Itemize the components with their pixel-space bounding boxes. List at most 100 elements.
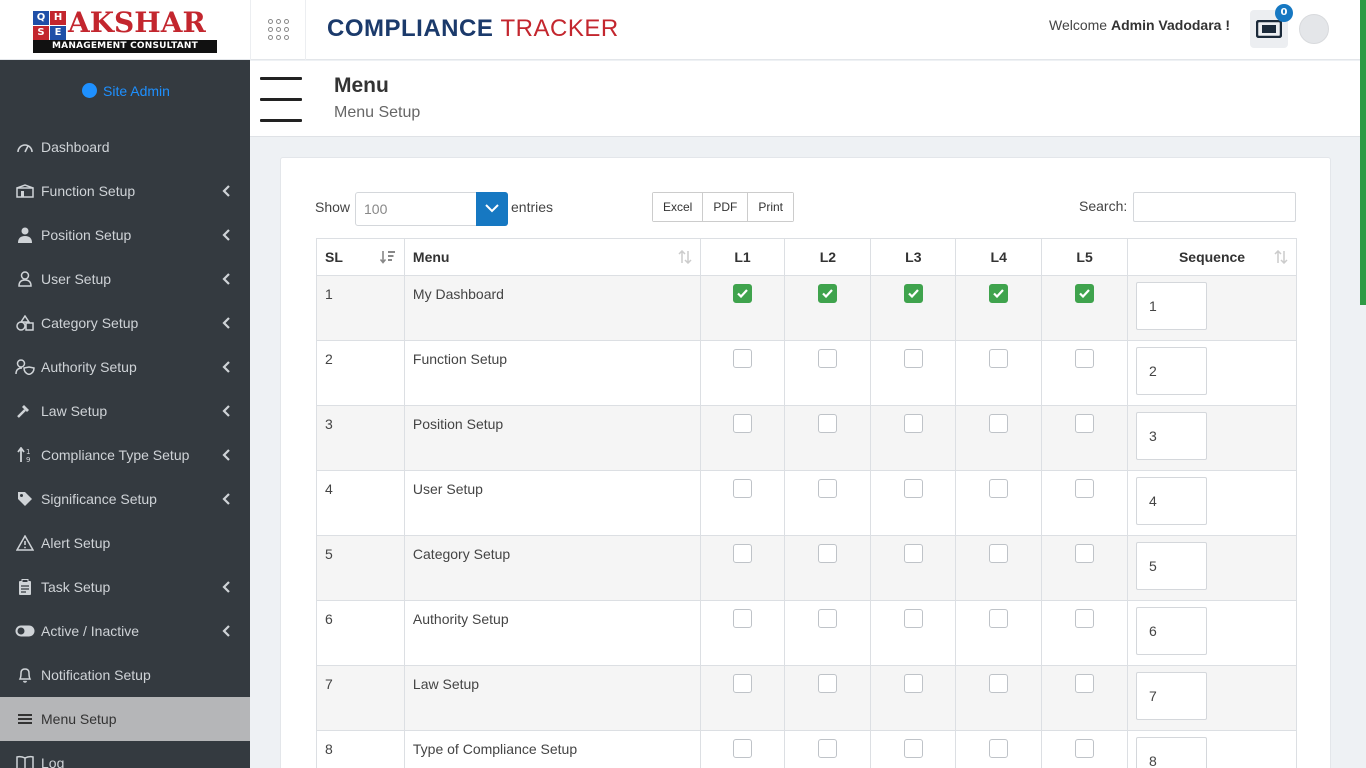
- level-1-checkbox[interactable]: [733, 544, 753, 563]
- level-5-checkbox[interactable]: [1075, 544, 1095, 563]
- sidebar-item-function-setup[interactable]: Function Setup: [0, 169, 250, 213]
- search-label: Search:: [1079, 198, 1128, 214]
- sidebar-item-dashboard[interactable]: Dashboard: [0, 125, 250, 169]
- level-5-checkbox[interactable]: [1075, 414, 1095, 433]
- sequence-input[interactable]: 7: [1136, 672, 1208, 720]
- search-input[interactable]: [1133, 192, 1296, 222]
- level-2-checkbox[interactable]: [818, 544, 838, 563]
- sequence-input[interactable]: 6: [1136, 607, 1208, 655]
- cell-l1: [699, 340, 786, 406]
- cell-l2: [784, 340, 872, 406]
- cell-menu: Authority Setup: [403, 600, 701, 666]
- sequence-input[interactable]: 1: [1136, 282, 1208, 330]
- sidebar-item-user-setup[interactable]: User Setup: [0, 257, 250, 301]
- sidebar-item-authority-setup[interactable]: Authority Setup: [0, 345, 250, 389]
- level-2-checkbox[interactable]: [818, 284, 838, 303]
- sequence-input[interactable]: 4: [1136, 477, 1208, 525]
- level-2-checkbox[interactable]: [818, 739, 838, 758]
- user-avatar[interactable]: [1299, 14, 1329, 44]
- level-4-checkbox[interactable]: [989, 414, 1009, 433]
- level-2-checkbox[interactable]: [818, 479, 838, 498]
- level-4-checkbox[interactable]: [989, 674, 1009, 693]
- level-2-checkbox[interactable]: [818, 414, 838, 433]
- column-header-menu[interactable]: Menu: [403, 238, 701, 276]
- level-4-checkbox[interactable]: [989, 349, 1009, 368]
- sidebar-item-law-setup[interactable]: Law Setup: [0, 389, 250, 433]
- column-header-sl[interactable]: SL: [316, 238, 405, 276]
- level-3-checkbox[interactable]: [903, 414, 923, 433]
- level-1-checkbox[interactable]: [733, 479, 753, 498]
- sidebar-item-significance-setup[interactable]: Significance Setup: [0, 477, 250, 521]
- level-1-checkbox[interactable]: [733, 739, 753, 758]
- logo-tagline: MANAGEMENT CONSULTANT: [33, 40, 217, 53]
- level-4-checkbox[interactable]: [989, 739, 1009, 758]
- column-header-l3[interactable]: L3: [870, 238, 957, 276]
- sidebar-item-label: Compliance Type Setup: [41, 447, 190, 463]
- sequence-input[interactable]: 8: [1136, 737, 1208, 768]
- excel-button[interactable]: Excel: [653, 193, 704, 221]
- sidebar-item-label: Significance Setup: [41, 491, 157, 507]
- sidebar-toggle-icon[interactable]: [260, 77, 304, 122]
- entries-length-select[interactable]: 100: [355, 192, 508, 226]
- sidebar-item-position-setup[interactable]: Position Setup: [0, 213, 250, 257]
- pdf-button[interactable]: PDF: [703, 193, 749, 221]
- sequence-input[interactable]: 2: [1136, 347, 1208, 395]
- cell-l2: [784, 275, 872, 341]
- sidebar-item-task-setup[interactable]: Task Setup: [0, 565, 250, 609]
- level-3-checkbox[interactable]: [903, 349, 923, 368]
- dropdown-toggle-button[interactable]: [476, 192, 508, 226]
- level-2-checkbox[interactable]: [818, 349, 838, 368]
- sidebar-item-log[interactable]: Log: [0, 741, 250, 768]
- cell-l4: [955, 665, 1043, 731]
- level-3-checkbox[interactable]: [903, 284, 923, 303]
- site-admin-label[interactable]: Site Admin: [82, 83, 170, 99]
- sidebar-item-category-setup[interactable]: Category Setup: [0, 301, 250, 345]
- level-3-checkbox[interactable]: [903, 609, 923, 628]
- sequence-input[interactable]: 3: [1136, 412, 1208, 460]
- level-5-checkbox[interactable]: [1075, 479, 1095, 498]
- level-1-checkbox[interactable]: [733, 609, 753, 628]
- sequence-input[interactable]: 5: [1136, 542, 1208, 590]
- level-2-checkbox[interactable]: [818, 674, 838, 693]
- notification-button[interactable]: 0: [1250, 4, 1293, 48]
- column-header-l1[interactable]: L1: [699, 238, 786, 276]
- level-5-checkbox[interactable]: [1075, 609, 1095, 628]
- level-5-checkbox[interactable]: [1075, 284, 1095, 303]
- level-1-checkbox[interactable]: [733, 674, 753, 693]
- column-header-sequence[interactable]: Sequence: [1127, 238, 1297, 276]
- level-3-checkbox[interactable]: [903, 479, 923, 498]
- level-1-checkbox[interactable]: [733, 414, 753, 433]
- level-5-checkbox[interactable]: [1075, 349, 1095, 368]
- apps-launcher[interactable]: [250, 0, 306, 60]
- sidebar-item-alert-setup[interactable]: Alert Setup: [0, 521, 250, 565]
- cell-l2: [784, 535, 872, 601]
- notification-count-badge: 0: [1275, 4, 1293, 22]
- sidebar-item-compliance-type-setup[interactable]: 1 9 Compliance Type Setup: [0, 433, 250, 477]
- column-header-l2[interactable]: L2: [784, 238, 872, 276]
- level-4-checkbox[interactable]: [989, 609, 1009, 628]
- level-5-checkbox[interactable]: [1075, 739, 1095, 758]
- sidebar-item-label: Position Setup: [41, 227, 132, 243]
- level-1-checkbox[interactable]: [733, 284, 753, 303]
- apps-grid-icon: [268, 19, 289, 40]
- level-3-checkbox[interactable]: [903, 739, 923, 758]
- level-4-checkbox[interactable]: [989, 479, 1009, 498]
- level-1-checkbox[interactable]: [733, 349, 753, 368]
- level-5-checkbox[interactable]: [1075, 674, 1095, 693]
- akshar-logo[interactable]: Q H S E AKSHAR MANAGEMENT CONSULTANT: [33, 7, 217, 53]
- level-3-checkbox[interactable]: [903, 544, 923, 563]
- print-button[interactable]: Print: [748, 193, 794, 221]
- page-scrollbar[interactable]: [1360, 0, 1366, 305]
- cell-l3: [870, 405, 957, 471]
- column-header-l4[interactable]: L4: [955, 238, 1043, 276]
- level-2-checkbox[interactable]: [818, 609, 838, 628]
- column-header-l5[interactable]: L5: [1041, 238, 1129, 276]
- page-title: Menu: [334, 74, 389, 97]
- sidebar-item-label: Task Setup: [41, 579, 111, 595]
- sidebar-item-notification-setup[interactable]: Notification Setup: [0, 653, 250, 697]
- sidebar-item-active-inactive[interactable]: Active / Inactive: [0, 609, 250, 653]
- level-3-checkbox[interactable]: [903, 674, 923, 693]
- sidebar-item-menu-setup[interactable]: Menu Setup: [0, 697, 250, 741]
- level-4-checkbox[interactable]: [989, 544, 1009, 563]
- level-4-checkbox[interactable]: [989, 284, 1009, 303]
